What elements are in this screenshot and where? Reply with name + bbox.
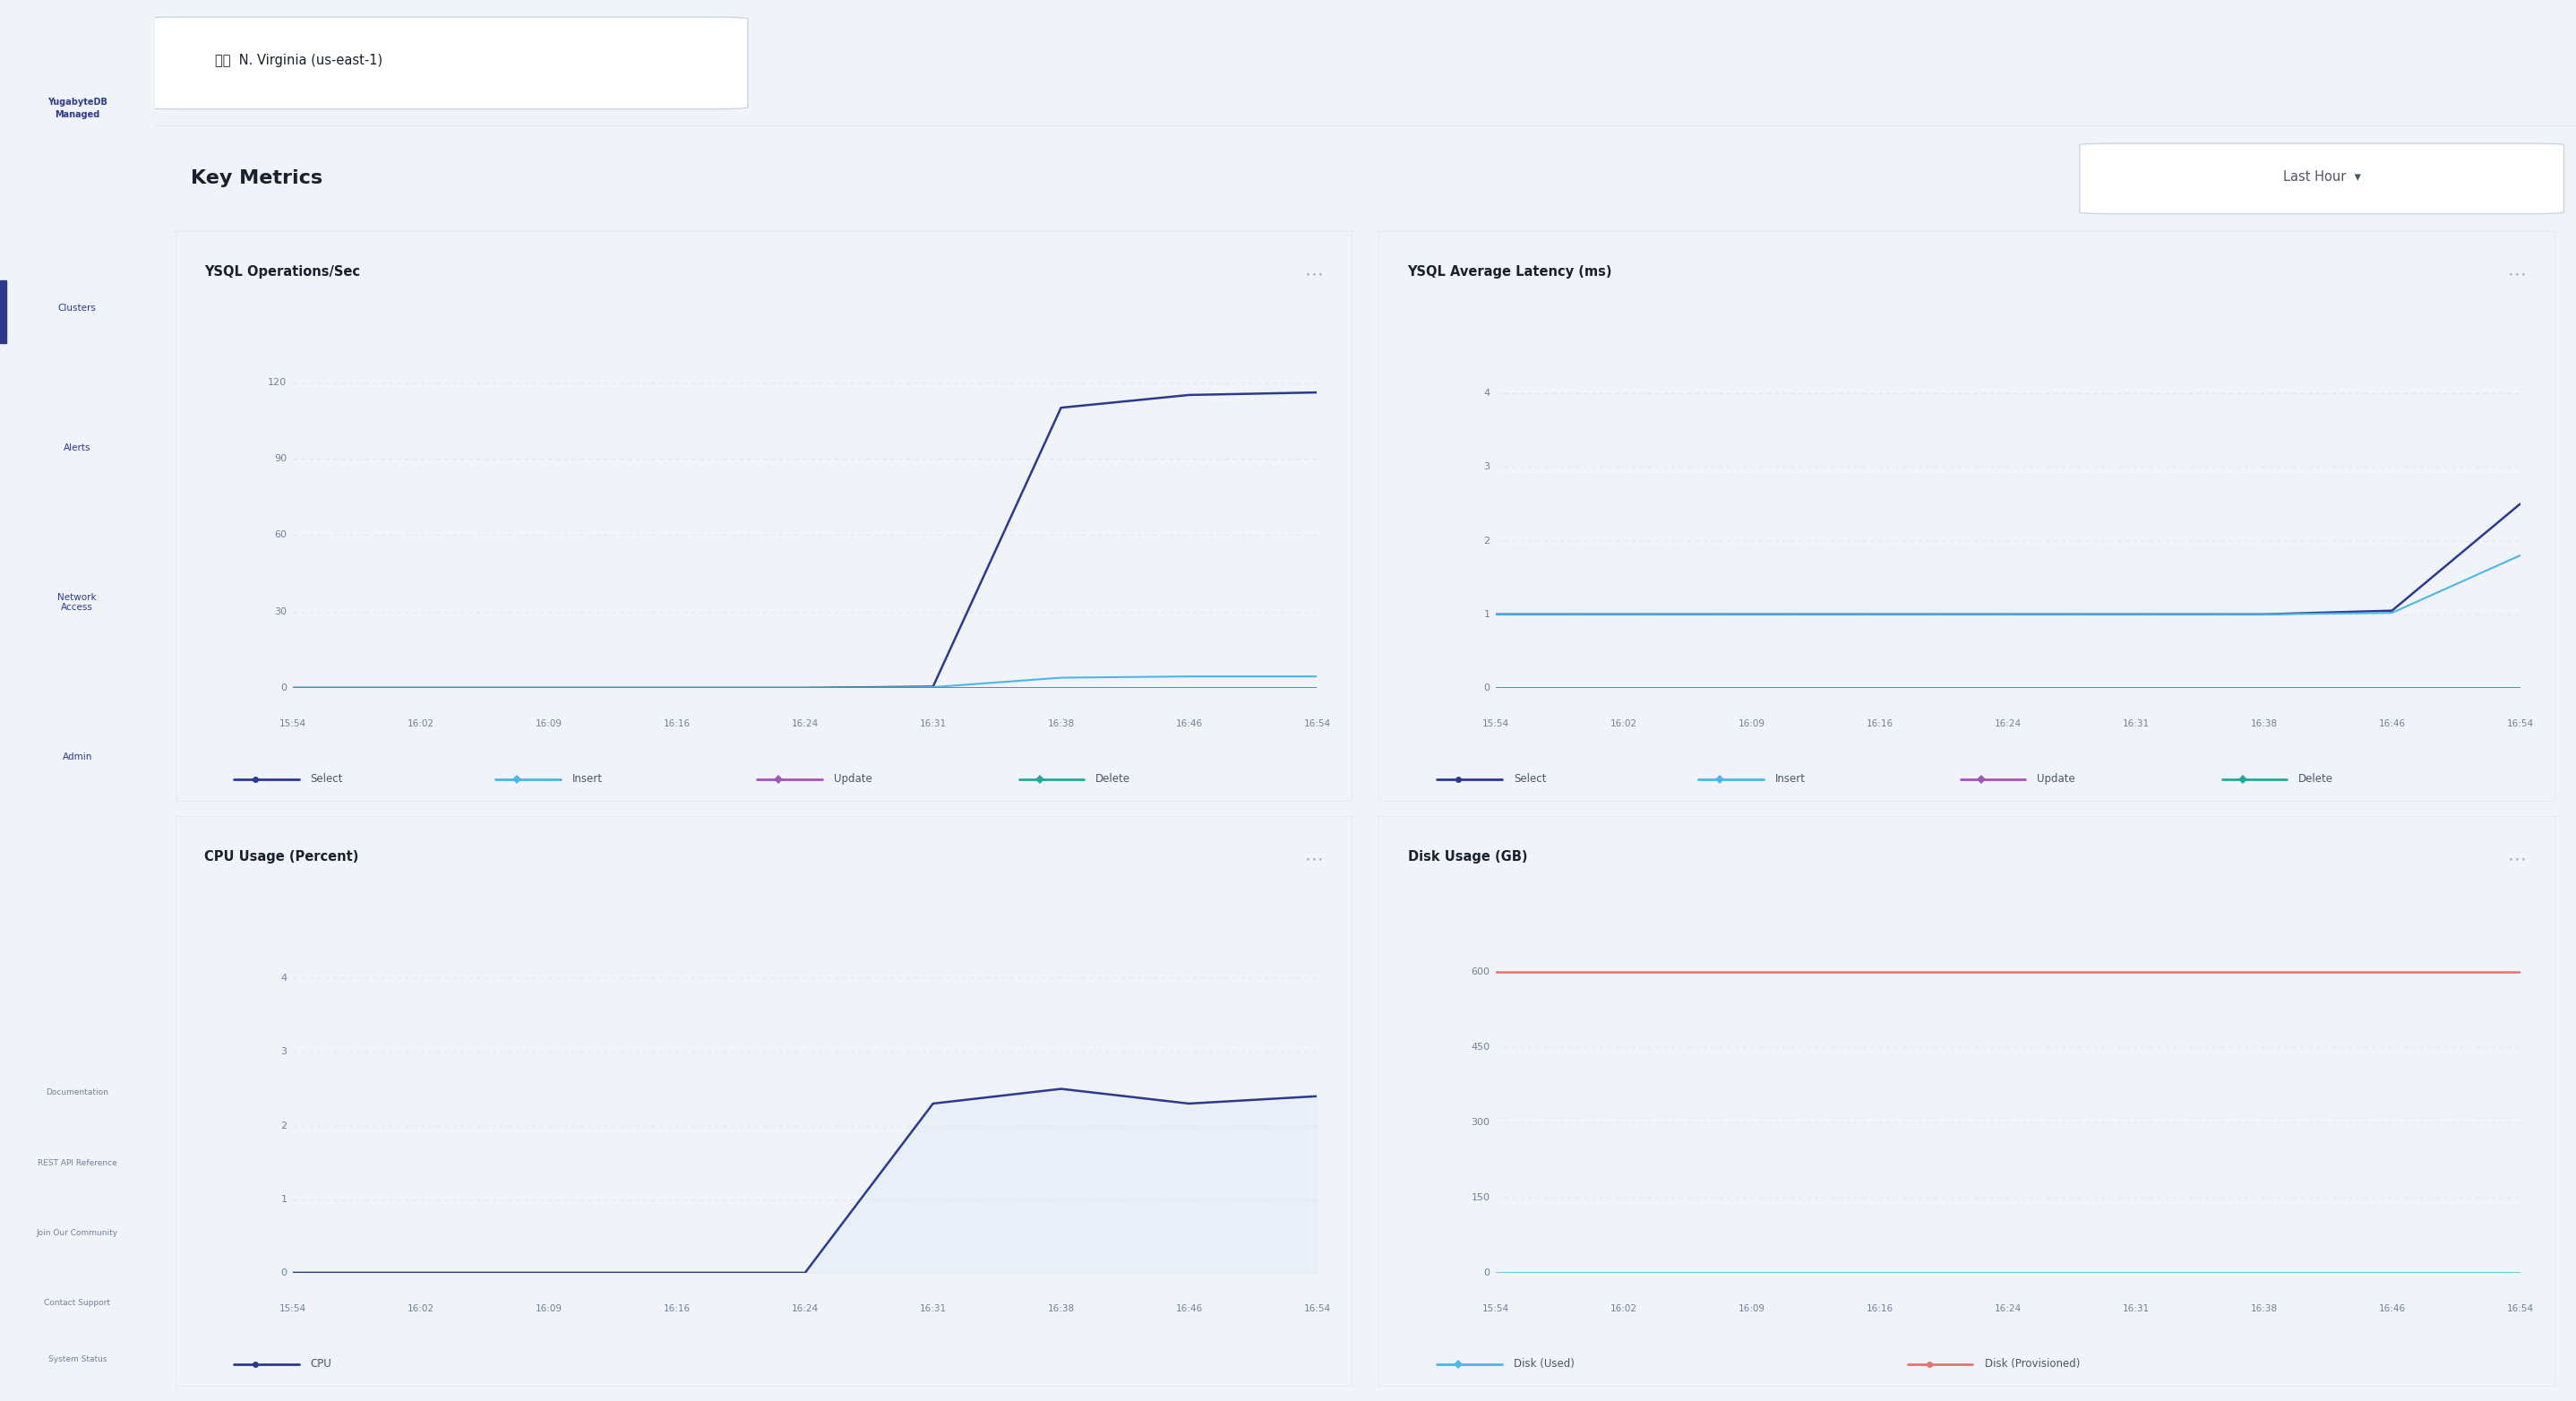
Text: 16:46: 16:46 (1175, 719, 1203, 729)
Text: 16:16: 16:16 (665, 1304, 690, 1313)
Text: System Status: System Status (49, 1355, 106, 1363)
Text: Select: Select (1515, 773, 1546, 785)
Text: Disk (Used): Disk (Used) (1515, 1359, 1574, 1370)
Text: 150: 150 (1471, 1194, 1489, 1202)
Text: Insert: Insert (572, 773, 603, 785)
Text: 16:54: 16:54 (2506, 719, 2535, 729)
Text: 0: 0 (1484, 1268, 1489, 1278)
Text: 16:02: 16:02 (407, 719, 435, 729)
Text: 450: 450 (1471, 1042, 1489, 1052)
Text: Select: Select (312, 773, 343, 785)
Text: 120: 120 (268, 378, 286, 387)
Text: CPU: CPU (312, 1359, 332, 1370)
Text: YugabyteDB
Managed: YugabyteDB Managed (46, 98, 108, 119)
Text: Contact Support: Contact Support (44, 1299, 111, 1307)
Text: ⋯: ⋯ (1303, 265, 1324, 283)
FancyBboxPatch shape (2079, 143, 2563, 214)
Text: 16:02: 16:02 (1610, 719, 1638, 729)
Text: 16:38: 16:38 (2251, 719, 2277, 729)
Text: Key Metrics: Key Metrics (191, 170, 322, 188)
Text: Update: Update (2038, 773, 2076, 785)
Text: 15:54: 15:54 (278, 719, 307, 729)
Text: YSQL Average Latency (ms): YSQL Average Latency (ms) (1406, 265, 1613, 279)
FancyBboxPatch shape (142, 17, 747, 109)
Text: 16:02: 16:02 (1610, 1304, 1638, 1313)
Text: Delete: Delete (2298, 773, 2334, 785)
Text: 16:38: 16:38 (1048, 719, 1074, 729)
Text: 16:24: 16:24 (1994, 1304, 2022, 1313)
Bar (0, 280, 5, 343)
Text: 16:38: 16:38 (1048, 1304, 1074, 1313)
Text: 4: 4 (1484, 389, 1489, 398)
Text: 2: 2 (281, 1121, 286, 1131)
Text: Documentation: Documentation (46, 1089, 108, 1097)
Text: 0: 0 (1484, 684, 1489, 692)
Text: Last Hour  ▾: Last Hour ▾ (2282, 170, 2360, 184)
Text: Disk Usage (GB): Disk Usage (GB) (1406, 850, 1528, 864)
Text: YSQL Operations/Sec: YSQL Operations/Sec (204, 265, 361, 279)
Text: 60: 60 (276, 531, 286, 539)
Text: 16:24: 16:24 (1994, 719, 2022, 729)
Text: 🇺🇸  N. Virginia (us-east-1): 🇺🇸 N. Virginia (us-east-1) (216, 53, 384, 67)
Text: 16:46: 16:46 (2378, 719, 2406, 729)
Text: 16:54: 16:54 (1303, 1304, 1332, 1313)
Text: 3: 3 (281, 1048, 286, 1056)
Text: REST API Reference: REST API Reference (39, 1159, 116, 1167)
Text: 16:02: 16:02 (407, 1304, 435, 1313)
Text: 16:31: 16:31 (2123, 719, 2148, 729)
Text: Network
Access: Network Access (57, 593, 98, 612)
Text: 16:31: 16:31 (2123, 1304, 2148, 1313)
Text: 15:54: 15:54 (1481, 1304, 1510, 1313)
Text: 16:46: 16:46 (1175, 1304, 1203, 1313)
Text: 16:24: 16:24 (791, 1304, 819, 1313)
Text: 1: 1 (281, 1195, 286, 1203)
Text: 16:09: 16:09 (536, 719, 562, 729)
Text: 16:16: 16:16 (1868, 1304, 1893, 1313)
Text: 16:09: 16:09 (536, 1304, 562, 1313)
Text: Insert: Insert (1775, 773, 1806, 785)
Text: Delete: Delete (1095, 773, 1131, 785)
Text: 16:16: 16:16 (665, 719, 690, 729)
Text: 16:46: 16:46 (2378, 1304, 2406, 1313)
Text: ⋯: ⋯ (2506, 265, 2527, 283)
Text: 300: 300 (1471, 1118, 1489, 1126)
Text: Alerts: Alerts (64, 444, 90, 453)
Text: 15:54: 15:54 (1481, 719, 1510, 729)
Text: 16:16: 16:16 (1868, 719, 1893, 729)
Text: 16:54: 16:54 (2506, 1304, 2535, 1313)
Text: ⋯: ⋯ (2506, 850, 2527, 869)
Text: 0: 0 (281, 1268, 286, 1278)
Text: 0: 0 (281, 684, 286, 692)
Text: 2: 2 (1484, 537, 1489, 545)
Text: 1: 1 (1484, 609, 1489, 619)
Text: ⋯: ⋯ (1303, 850, 1324, 869)
Text: 600: 600 (1471, 967, 1489, 976)
Text: 16:09: 16:09 (1739, 719, 1765, 729)
Text: Admin: Admin (62, 752, 93, 761)
Text: CPU Usage (Percent): CPU Usage (Percent) (204, 850, 358, 864)
Text: Update: Update (835, 773, 873, 785)
Text: Join Our Community: Join Our Community (36, 1229, 118, 1237)
Text: 16:31: 16:31 (920, 719, 945, 729)
Text: 16:38: 16:38 (2251, 1304, 2277, 1313)
Text: 15:54: 15:54 (278, 1304, 307, 1313)
Text: 3: 3 (1484, 462, 1489, 472)
Text: Disk (Provisioned): Disk (Provisioned) (1984, 1359, 2079, 1370)
Text: 16:24: 16:24 (791, 719, 819, 729)
Text: 16:09: 16:09 (1739, 1304, 1765, 1313)
Text: 30: 30 (276, 607, 286, 616)
Text: 4: 4 (281, 974, 286, 984)
Text: 16:31: 16:31 (920, 1304, 945, 1313)
Text: 90: 90 (276, 454, 286, 464)
Text: Clusters: Clusters (59, 304, 95, 312)
Text: 16:54: 16:54 (1303, 719, 1332, 729)
